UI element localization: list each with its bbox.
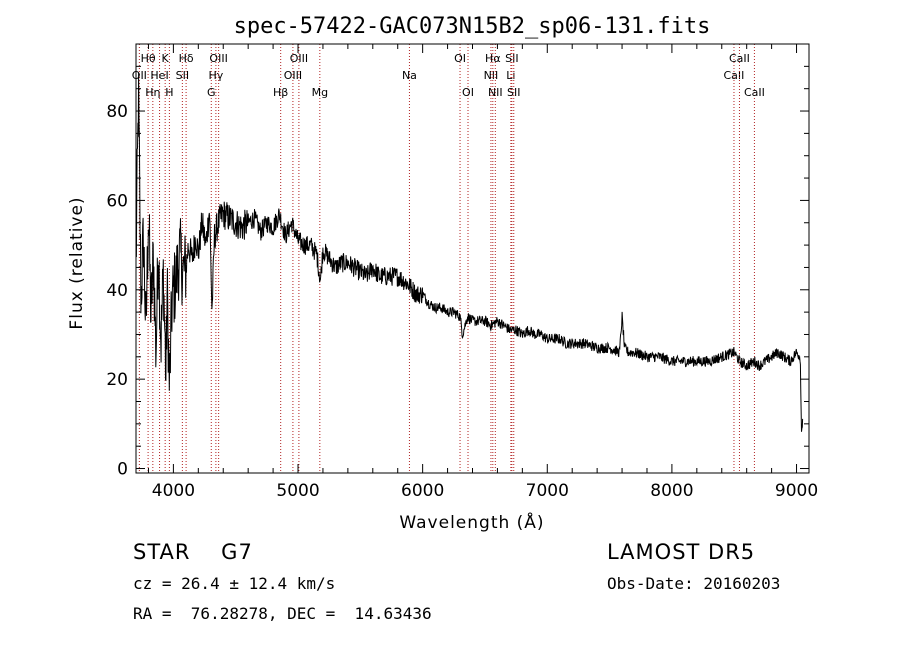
y-tick-label: 60 <box>106 191 128 211</box>
x-tick-label: 4000 <box>152 481 195 501</box>
marker-label: Hα <box>485 52 501 65</box>
chart-title: spec-57422-GAC073N15B2_sp06-131.fits <box>234 14 711 39</box>
object-class: STAR G7 <box>133 540 253 564</box>
marker-label: NII <box>484 69 499 82</box>
marker-label: Hδ <box>179 52 194 65</box>
marker-label: K <box>162 52 170 65</box>
redshift-line: cz = 26.4 ± 12.4 km/s <box>133 574 336 593</box>
axes: 4000 5000 6000 7000 8000 9000 0 20 40 60 80 <box>106 43 818 501</box>
x-tick-label: 9000 <box>775 481 818 501</box>
marker-label: Hβ <box>273 86 288 99</box>
marker-label: Hη <box>145 86 160 99</box>
marker-label: CaII <box>729 52 750 65</box>
obs-date: Obs-Date: 20160203 <box>607 574 781 593</box>
marker-label: OI <box>454 52 466 65</box>
marker-label: Li <box>506 69 515 82</box>
coordinates: RA = 76.28278, DEC = 14.63436 <box>133 604 432 623</box>
marker-label: H <box>165 86 173 99</box>
spectral-line-markers: OIIHθHηHeIKHSIIHδGHγOIIIHβOIIIOIIIMgNaOI… <box>132 44 765 473</box>
marker-label: HeI <box>150 69 168 82</box>
spectrum-line <box>135 72 804 432</box>
marker-label: OI <box>462 86 474 99</box>
marker-label: G <box>207 86 216 99</box>
x-tick-label: 6000 <box>401 481 444 501</box>
marker-label: NII <box>488 86 503 99</box>
marker-label: Mg <box>312 86 328 99</box>
y-axis-label: Flux (relative) <box>67 196 87 329</box>
marker-label: Hγ <box>208 69 223 82</box>
marker-label: OIII <box>209 52 227 65</box>
x-tick-label: 7000 <box>526 481 569 501</box>
marker-label: CaII <box>724 69 745 82</box>
x-tick-label: 8000 <box>650 481 693 501</box>
x-axis-label: Wavelength (Å) <box>399 511 544 533</box>
marker-label: OIII <box>290 52 308 65</box>
y-tick-label: 20 <box>106 370 128 390</box>
marker-label: OII <box>132 69 147 82</box>
marker-label: CaII <box>744 86 765 99</box>
y-tick-label: 0 <box>117 460 128 480</box>
y-tick-label: 80 <box>106 102 128 122</box>
plot-frame <box>135 43 810 474</box>
marker-label: SII <box>176 69 189 82</box>
marker-label: OIII <box>284 69 302 82</box>
survey-name: LAMOST DR5 <box>607 540 756 564</box>
y-tick-label: 40 <box>106 281 128 301</box>
x-tick-label: 5000 <box>276 481 319 501</box>
marker-label: Hθ <box>141 52 156 65</box>
marker-label: Na <box>402 69 417 82</box>
marker-label: SII <box>505 52 518 65</box>
marker-label: SII <box>507 86 520 99</box>
